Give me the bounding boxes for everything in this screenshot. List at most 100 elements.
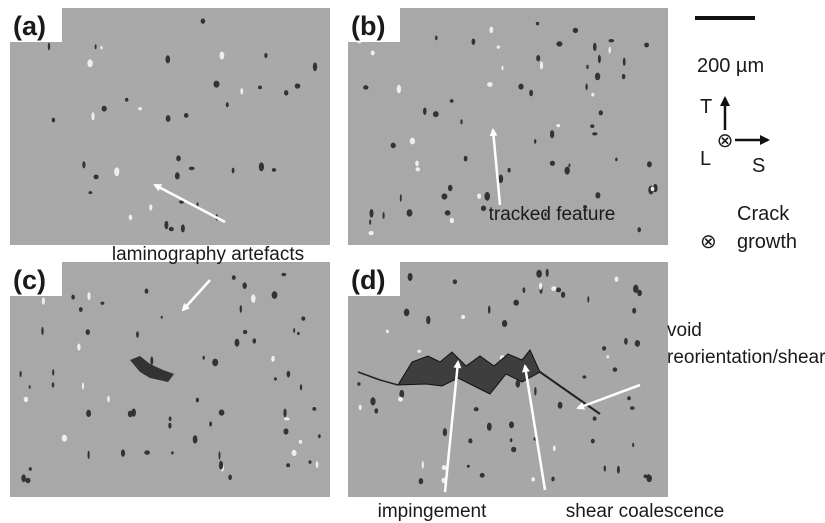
panel-image (10, 262, 330, 497)
texture-spot (599, 110, 603, 115)
texture-spot (24, 397, 28, 403)
texture-spot (125, 98, 128, 102)
texture-spot (568, 164, 570, 168)
texture-spot (644, 474, 648, 478)
texture-spot (374, 408, 378, 413)
texture-spot (598, 55, 601, 64)
texture-spot (259, 162, 264, 171)
texture-spot (201, 18, 206, 23)
texture-spot (498, 175, 503, 184)
texture-spot (630, 406, 635, 409)
annotation: tracked feature (489, 204, 616, 225)
texture-spot (386, 330, 389, 333)
texture-spot (166, 115, 171, 122)
texture-spot (189, 167, 195, 171)
scale-label: 200 µm (697, 55, 764, 77)
texture-spot (175, 172, 180, 179)
texture-spot (193, 435, 198, 443)
texture-spot (509, 421, 514, 428)
texture-spot (627, 396, 631, 400)
texture-spot (442, 465, 447, 470)
texture-spot (632, 308, 636, 314)
texture-spot (129, 215, 133, 221)
texture-spot (416, 167, 421, 171)
texture-spot (518, 84, 523, 90)
texture-spot (623, 58, 626, 66)
texture-spot (169, 227, 174, 231)
texture-spot (408, 273, 413, 281)
texture-spot (219, 410, 225, 416)
texture-spot (20, 371, 22, 377)
texture-spot (144, 450, 150, 454)
texture-spot (417, 350, 421, 353)
texture-spot (300, 384, 302, 390)
texture-spot (407, 209, 413, 216)
texture-spot (258, 86, 262, 90)
texture-spot (591, 439, 595, 444)
texture-spot (487, 423, 492, 431)
texture-spot (316, 461, 319, 468)
texture-spot (484, 192, 490, 201)
texture-spot (52, 118, 55, 123)
texture-spot (593, 43, 597, 51)
texture-spot (243, 282, 247, 289)
texture-spot (176, 155, 181, 161)
texture-spot (481, 206, 486, 212)
texture-spot (91, 112, 94, 120)
texture-spot (243, 330, 247, 334)
texture-spot (595, 192, 600, 198)
texture-spot (29, 385, 31, 389)
texture-spot (41, 327, 43, 335)
texture-spot (42, 297, 45, 304)
texture-spot (593, 416, 597, 420)
texture-spot (313, 62, 317, 71)
texture-spot (196, 398, 199, 403)
texture-spot (474, 407, 479, 411)
texture-spot (583, 375, 587, 378)
texture-spot (371, 51, 375, 56)
texture-spot (209, 422, 212, 427)
texture-spot (617, 466, 620, 474)
texture-spot (283, 409, 286, 418)
annotation: shear coalescence (566, 501, 724, 522)
texture-spot (169, 417, 172, 422)
texture-spot (556, 288, 561, 293)
panel-label: (a) (13, 11, 46, 41)
texture-spot (419, 478, 424, 484)
texture-spot (467, 465, 470, 468)
texture-spot (102, 106, 107, 112)
texture-spot (240, 88, 243, 94)
texture-spot (370, 397, 375, 405)
texture-spot (264, 53, 267, 58)
texture-spot (536, 270, 542, 278)
texture-spot (107, 396, 110, 403)
texture-spot (100, 46, 102, 50)
legend-symbol: ⊗ (700, 231, 717, 253)
texture-spot (468, 438, 472, 443)
texture-spot (240, 305, 242, 313)
texture-spot (274, 377, 277, 380)
texture-spot (410, 138, 415, 145)
annotation: void (667, 320, 702, 341)
texture-spot (161, 316, 163, 319)
texture-spot (286, 463, 290, 467)
texture-spot (219, 451, 221, 459)
texture-spot (87, 59, 92, 67)
texture-spot (632, 443, 634, 447)
texture-spot (79, 307, 83, 312)
texture-spot (48, 43, 50, 51)
texture-spot (587, 296, 589, 303)
texture-spot (284, 428, 289, 434)
texture-spot (299, 440, 302, 444)
texture-spot (472, 39, 476, 45)
texture-spot (71, 295, 75, 300)
texture-spot (271, 356, 275, 362)
annotation: reorientation/shear (667, 347, 825, 368)
texture-spot (149, 204, 152, 210)
texture-spot (502, 66, 504, 71)
texture-spot (181, 224, 185, 232)
texture-spot (184, 113, 189, 118)
texture-spot (87, 292, 90, 300)
annotation: impingement (378, 501, 487, 522)
panel-label: (c) (13, 265, 46, 295)
